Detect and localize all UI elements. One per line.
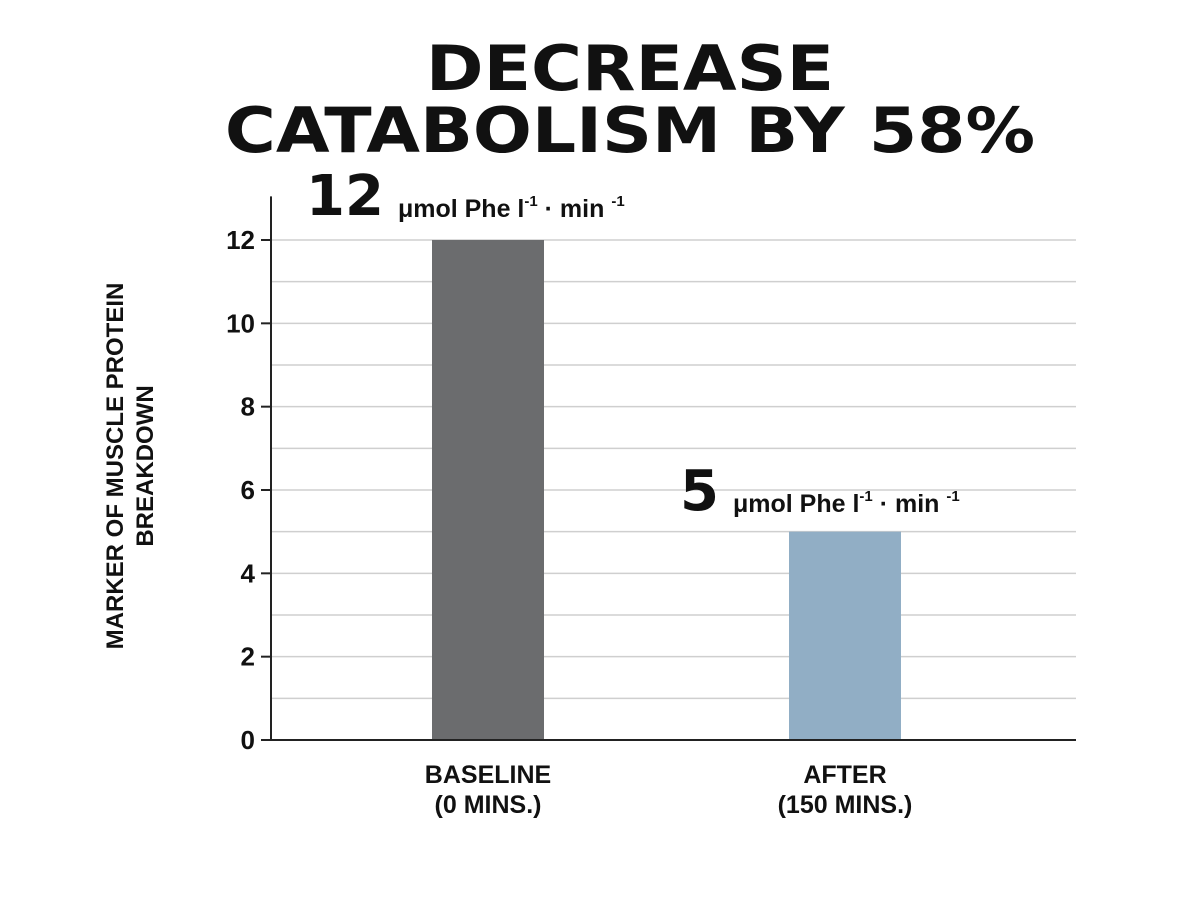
x-category-label: (0 MINS.) xyxy=(435,791,542,819)
value-label-number: 12 xyxy=(306,164,384,229)
axes xyxy=(270,196,1076,741)
y-tick-label: 6 xyxy=(241,475,255,505)
y-axis-title-line: BREAKDOWN xyxy=(132,385,159,546)
bar-after xyxy=(789,531,901,740)
value-label-unit: μmol Phe l-1 · min -1 xyxy=(398,193,625,223)
chart-title: DECREASE CATABOLISM BY 58% xyxy=(0,38,1200,162)
y-tick-label: 4 xyxy=(241,558,256,588)
y-axis-title-line: MARKER OF MUSCLE PROTEIN xyxy=(102,283,129,650)
y-tick-label: 8 xyxy=(241,392,255,422)
value-labels: 12 μmol Phe l-1 · min -1 5 μmol Phe l-1 · m… xyxy=(306,164,960,524)
value-label-number: 5 xyxy=(680,459,719,524)
y-tick-label: 0 xyxy=(241,725,255,755)
x-category-label: BASELINE xyxy=(425,761,551,789)
y-tick-label: 2 xyxy=(241,642,255,672)
value-label-unit: μmol Phe l-1 · min -1 xyxy=(733,488,960,518)
x-category-label: (150 MINS.) xyxy=(778,791,913,819)
x-category-label: AFTER xyxy=(803,761,886,789)
y-tick-label: 12 xyxy=(226,225,255,255)
y-axis-title: MARKER OF MUSCLE PROTEIN BREAKDOWN xyxy=(102,283,159,650)
chart-title-line-2: CATABOLISM BY 58% xyxy=(224,94,1036,167)
y-tick-label: 10 xyxy=(226,308,255,338)
gridlines xyxy=(271,239,1076,700)
bar-baseline xyxy=(432,240,544,740)
x-category-labels: BASELINE(0 MINS.) AFTER(150 MINS.) xyxy=(425,761,913,819)
chart-title-line-1: DECREASE xyxy=(425,32,835,105)
bars xyxy=(432,240,901,740)
y-tick-labels: 0 2 4 6 8 10 12 xyxy=(226,225,271,755)
